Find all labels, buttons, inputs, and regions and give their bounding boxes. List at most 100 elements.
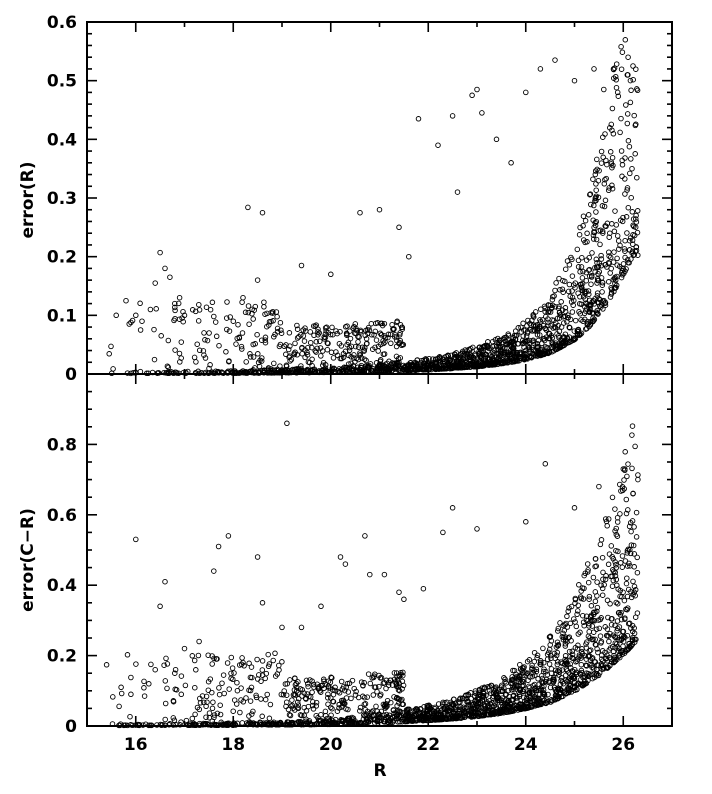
scatter-point — [619, 49, 626, 55]
scatter-point — [609, 185, 616, 192]
scatter-point — [209, 299, 216, 306]
scatter-point — [516, 689, 522, 695]
scatter-point — [563, 620, 569, 627]
scatter-point — [257, 357, 263, 364]
scatter-point — [421, 364, 428, 370]
scatter-point — [584, 301, 590, 307]
scatter-point — [607, 270, 613, 276]
scatter-point — [262, 339, 269, 346]
scatter-point — [549, 698, 556, 704]
scatter-point — [548, 655, 554, 662]
scatter-point — [594, 608, 600, 615]
scatter-point — [599, 279, 606, 286]
scatter-point — [624, 563, 631, 569]
scatter-point — [239, 346, 245, 352]
scatter-point — [491, 361, 498, 367]
scatter-point — [377, 357, 384, 363]
scatter-point — [457, 363, 463, 369]
scatter-point — [523, 519, 529, 525]
scatter-point — [453, 353, 460, 359]
scatter-point — [583, 662, 589, 668]
scatter-point — [465, 698, 471, 704]
scatter-point — [596, 299, 602, 306]
scatter-point — [460, 709, 467, 715]
scatter-point — [574, 246, 581, 253]
scatter-point — [635, 476, 641, 483]
axes-error-r: 0.1 0.2 0.3 0.4 0.5 0.6 0 — [47, 13, 673, 385]
scatter-point — [367, 571, 373, 578]
scatter-point — [399, 341, 406, 347]
scatter-point — [594, 307, 600, 314]
scatter-point — [396, 224, 402, 231]
scatter-point — [634, 208, 641, 214]
scatter-point — [301, 704, 307, 711]
panel-error-r: 0.1 0.2 0.3 0.4 0.5 0.6 0 error(R) — [18, 13, 673, 385]
scatter-point — [344, 332, 350, 338]
scatter-point — [588, 617, 595, 624]
scatter-point — [569, 273, 576, 279]
scatter-point — [287, 358, 293, 364]
scatter-point — [611, 249, 617, 255]
scatter-point — [566, 648, 573, 655]
scatter-point — [488, 704, 495, 710]
scatter-point — [394, 703, 400, 709]
scatter-point — [561, 320, 567, 326]
scatter-point — [623, 496, 630, 503]
scatter-point — [441, 362, 448, 369]
scatter-point — [470, 701, 477, 708]
scatter-point — [587, 297, 593, 304]
scatter-point — [565, 608, 571, 615]
scatter-point — [614, 600, 621, 607]
scatter-point — [578, 281, 584, 287]
scatter-point — [523, 338, 530, 345]
scatter-point — [534, 655, 540, 661]
scatter-point — [203, 693, 210, 700]
scatter-point — [533, 687, 540, 693]
scatter-point — [575, 329, 581, 335]
scatter-point — [595, 177, 602, 184]
scatter-point — [460, 356, 467, 363]
scatter-point — [533, 350, 540, 356]
scatter-point — [245, 303, 252, 309]
scatter-point — [477, 691, 484, 697]
scatter-point — [584, 318, 591, 325]
scatter-point — [545, 309, 551, 316]
scatter-point — [524, 670, 530, 677]
scatter-point — [556, 309, 563, 316]
scatter-point — [594, 276, 601, 282]
scatter-point — [582, 678, 588, 685]
scatter-point — [391, 713, 398, 720]
scatter-point — [336, 701, 342, 708]
scatter-point — [609, 583, 616, 589]
scatter-point — [599, 282, 606, 288]
scatter-point — [467, 345, 474, 352]
scatter-point — [613, 599, 619, 606]
scatter-point — [537, 324, 543, 330]
scatter-point — [173, 722, 179, 728]
scatter-point — [586, 323, 592, 330]
scatter-point — [622, 449, 628, 455]
scatter-point — [461, 708, 468, 714]
scatter-point — [469, 92, 475, 99]
scatter-point — [575, 257, 582, 264]
scatter-point — [281, 343, 288, 350]
scatter-point — [436, 365, 443, 372]
scatter-point — [178, 691, 185, 698]
scatter-point — [531, 681, 538, 688]
scatter-point — [302, 325, 308, 331]
scatter-point — [591, 659, 598, 665]
scatter-point — [615, 586, 621, 592]
scatter-point — [586, 593, 593, 600]
scatter-point — [633, 534, 640, 540]
scatter-point — [226, 358, 232, 365]
scatter-point — [583, 277, 590, 284]
scatter-point — [613, 562, 619, 568]
scatter-point — [624, 111, 631, 117]
scatter-point — [555, 625, 562, 632]
scatter-point — [590, 297, 597, 304]
scatter-point — [559, 343, 566, 349]
scatter-point — [500, 706, 507, 712]
scatter-point — [380, 340, 387, 347]
scatter-point — [151, 356, 158, 363]
scatter-point — [586, 648, 593, 654]
